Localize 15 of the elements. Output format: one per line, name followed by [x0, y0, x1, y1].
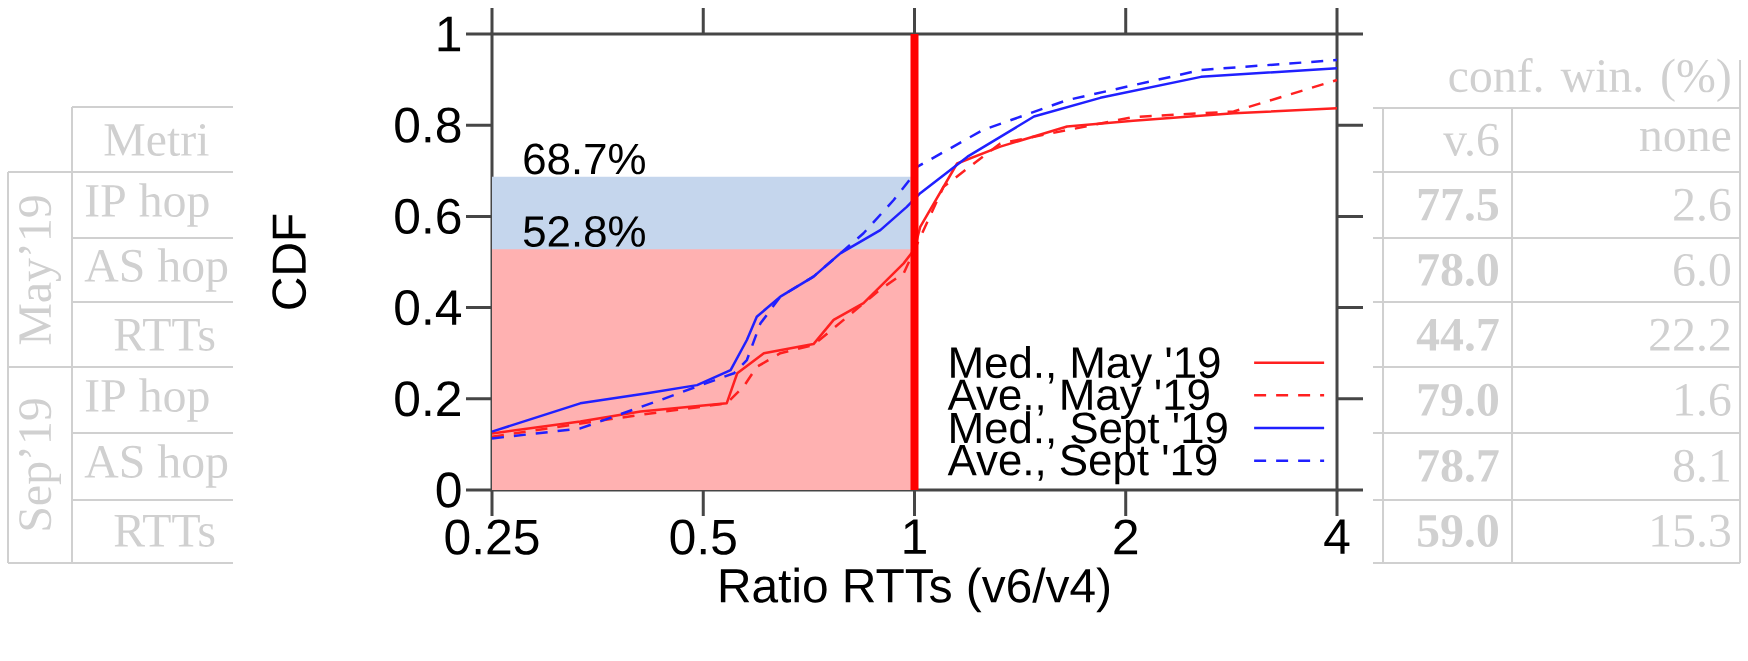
- x-tick-label: 1: [904, 519, 926, 554]
- y-axis-title: CDF: [272, 214, 307, 309]
- y-tick-label: 0.2: [395, 381, 460, 417]
- y-tick-label: 0: [436, 472, 461, 508]
- x-tick-label: 4: [1324, 519, 1350, 554]
- x-axis-title: Ratio RTTs (v6/v4): [720, 567, 1110, 613]
- x-tick-label: 2: [1114, 519, 1138, 555]
- data-label: 52.8%: [523, 215, 645, 248]
- y-tick-label: 0.6: [395, 198, 461, 235]
- data-label: 68.7%: [524, 143, 645, 175]
- x-tick-label: 0.25: [445, 519, 539, 555]
- y-tick-label: 0.4: [395, 289, 462, 326]
- y-tick-label: 0.8: [395, 107, 461, 143]
- x-tick-label: 0.5: [670, 519, 736, 555]
- y-tick-label: 1: [438, 16, 461, 52]
